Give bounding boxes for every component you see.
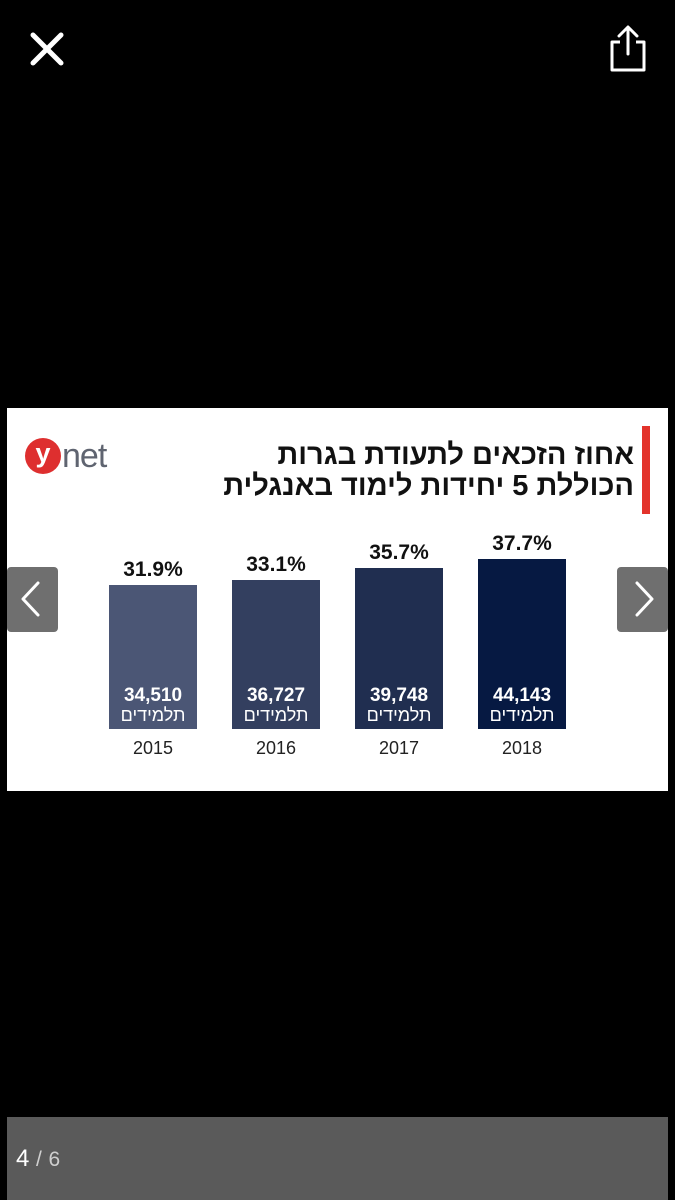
title-line-1: אחוז הזכאים לתעודת בגרות [277,439,634,471]
logo-word: net [62,437,107,475]
title-line-2: הכוללת 5 יחידות לימוד באנגלית [223,470,634,502]
value-label: 35.7% [369,541,429,565]
ynet-logo: y net [25,436,107,476]
student-count: 44,143 [492,685,552,706]
page-counter: 4 / 6 [16,1145,60,1173]
bar-chart: 31.9% 34,510 תלמידים 2015 33.1% 36,727 תלמידים… [7,408,668,791]
chevron-left-icon [21,581,40,617]
infographic-image: y net אחוז הזכאים לתעודת בגרות הכוללת 5 … [7,408,668,791]
value-label: 31.9% [123,558,183,582]
value-label: 33.1% [246,553,306,577]
share-button[interactable] [606,22,650,76]
chevron-right-icon [635,581,654,617]
student-count: 36,727 [246,685,306,706]
year-label: 2016 [255,738,297,758]
page-current: 4 [16,1145,30,1172]
student-unit: תלמידים [243,705,309,725]
year-label: 2017 [378,738,420,758]
student-count: 34,510 [123,685,183,706]
year-label: 2018 [501,738,543,758]
student-unit: תלמידים [489,705,555,725]
year-label: 2015 [132,738,174,758]
student-unit: תלמידים [366,705,432,725]
close-button[interactable] [26,28,68,70]
bar-2016 [232,580,320,729]
student-unit: תלמידים [120,705,186,725]
share-icon [610,25,646,72]
bar-2017 [355,568,443,729]
chart-title: אחוז הזכאים לתעודת בגרות הכוללת 5 יחידות… [223,440,634,502]
student-count: 39,748 [369,685,429,706]
logo-letter: y [25,438,61,474]
previous-image-button[interactable] [7,567,58,632]
close-icon [30,32,64,66]
title-accent-bar [642,426,650,514]
next-image-button[interactable] [617,567,668,632]
caption-bar: 4 / 6 [7,1117,668,1200]
page-total: 6 [48,1148,61,1171]
bar-2018 [478,559,566,729]
bar-2015 [109,585,197,729]
page-separator: / [36,1148,42,1171]
value-label: 37.7% [492,532,552,556]
